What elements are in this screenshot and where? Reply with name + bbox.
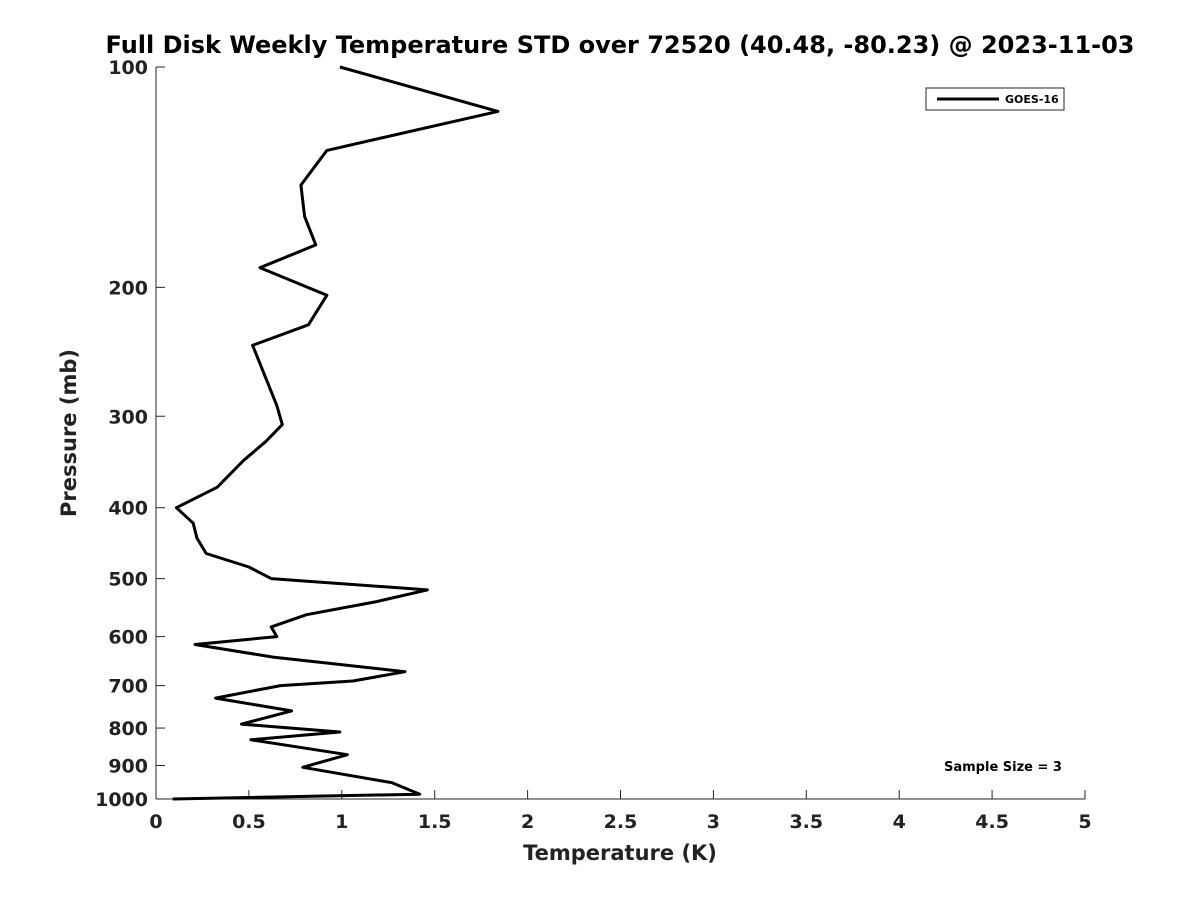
y-tick-label: 900 bbox=[108, 756, 148, 778]
legend: GOES-16 bbox=[925, 87, 1065, 111]
x-tick-label: 3 bbox=[707, 811, 720, 833]
sample-size-note: Sample Size = 3 bbox=[944, 760, 1062, 775]
x-tick-label: 1.5 bbox=[418, 811, 452, 833]
y-axis-label: Pressure (mb) bbox=[57, 349, 81, 517]
y-tick-label: 500 bbox=[108, 569, 148, 591]
x-tick-label: 5 bbox=[1078, 811, 1091, 833]
y-tick-label: 1000 bbox=[95, 789, 148, 811]
x-tick-label: 3.5 bbox=[789, 811, 823, 833]
x-axis-label: Temperature (K) bbox=[523, 841, 717, 865]
x-tick-label: 2 bbox=[521, 811, 534, 833]
x-tick-label: 0 bbox=[149, 811, 162, 833]
x-tick-label: 2.5 bbox=[604, 811, 638, 833]
y-tick-label: 300 bbox=[108, 406, 148, 428]
x-tick-label: 0.5 bbox=[232, 811, 266, 833]
series-line-goes-16 bbox=[172, 65, 500, 801]
x-ticks: 0 0.5 1 1.5 2 2.5 3 3.5 4 4.5 5 bbox=[149, 790, 1092, 833]
chart-title: Full Disk Weekly Temperature STD over 72… bbox=[106, 31, 1135, 59]
legend-label-goes-16: GOES-16 bbox=[1005, 93, 1059, 106]
y-tick-label: 400 bbox=[108, 498, 148, 520]
y-tick-label: 100 bbox=[108, 57, 148, 79]
x-tick-label: 4.5 bbox=[975, 811, 1009, 833]
y-ticks: 100 200 300 400 500 600 700 800 900 1000 bbox=[95, 57, 165, 811]
x-tick-label: 1 bbox=[335, 811, 348, 833]
y-tick-label: 600 bbox=[108, 627, 148, 649]
series-layer bbox=[172, 65, 500, 801]
y-tick-label: 700 bbox=[108, 676, 148, 698]
y-tick-label: 200 bbox=[108, 277, 148, 299]
x-tick-label: 4 bbox=[893, 811, 906, 833]
y-tick-label: 800 bbox=[108, 718, 148, 740]
